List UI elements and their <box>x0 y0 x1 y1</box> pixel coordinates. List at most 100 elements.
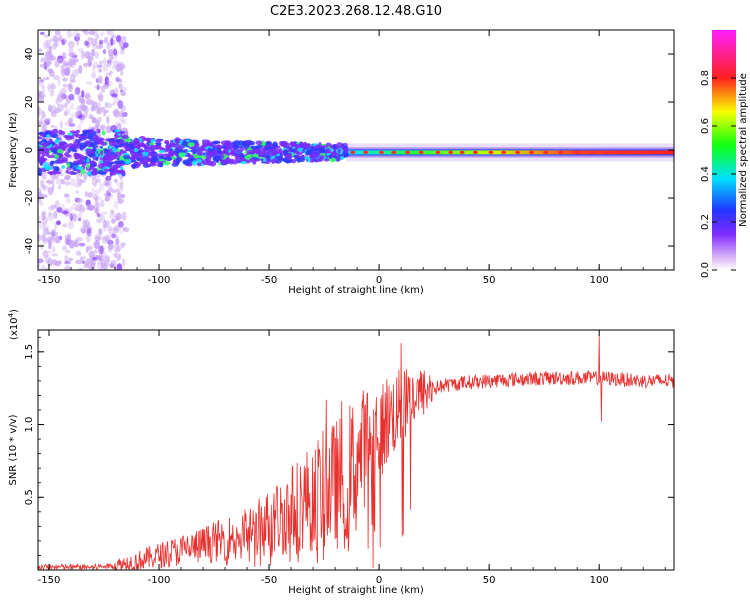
heatmap-point <box>316 147 325 152</box>
heatmap-point <box>98 39 104 45</box>
heatmap-point <box>333 155 338 159</box>
heatmap-point <box>49 180 54 185</box>
heatmap-point <box>309 152 317 157</box>
heatmap-point <box>43 34 49 38</box>
heatmap-point <box>173 147 180 154</box>
heatmap-point <box>74 111 80 117</box>
heatmap-point <box>65 169 70 174</box>
heatmap-point <box>199 155 207 160</box>
heatmap-point <box>99 31 105 36</box>
heatmap-point <box>67 132 73 137</box>
heatmap-point <box>47 104 52 112</box>
heatmap-point <box>64 181 71 186</box>
heatmap-point <box>54 30 61 36</box>
heatmap-point <box>212 141 221 144</box>
heatmap-point <box>74 182 78 189</box>
heatmap-point <box>86 228 92 237</box>
heatmap-point <box>158 158 165 162</box>
heatmap-point <box>89 267 94 270</box>
heatmap-point <box>78 204 85 214</box>
heatmap-point <box>45 67 52 72</box>
heatmap-point <box>57 178 62 186</box>
heatmap-point <box>339 155 345 161</box>
heatmap-point <box>42 250 49 259</box>
heatmap-point <box>51 128 59 135</box>
heatmap-point <box>85 246 89 253</box>
snr-marks <box>38 334 674 570</box>
heatmap-point <box>319 155 325 160</box>
heatmap-point <box>91 205 96 210</box>
heatmap-point <box>61 165 66 169</box>
heatmap-point <box>105 220 110 228</box>
heatmap-point <box>66 266 71 270</box>
heatmap-point <box>282 149 288 155</box>
heatmap-point <box>99 145 104 149</box>
colorbar-tick-label: 0.4 <box>700 166 711 182</box>
heatmap-point <box>99 172 107 175</box>
heatmap-point <box>40 31 45 36</box>
heatmap-point <box>172 143 181 148</box>
heatmap-point <box>54 143 59 148</box>
snr-ytick-label: 0.5 <box>24 489 35 505</box>
heatmap-point <box>72 203 78 211</box>
heatmap-point <box>98 93 104 103</box>
heatmap-point <box>57 260 63 265</box>
heatmap-point <box>42 209 47 216</box>
heatmap-ytick-label: 20 <box>24 96 35 109</box>
heatmap-point <box>62 102 68 108</box>
heatmap-point <box>543 150 549 154</box>
heatmap-tone-core <box>346 150 674 155</box>
heatmap-point <box>114 129 122 133</box>
heatmap-point <box>52 34 58 43</box>
heatmap-point <box>95 201 101 209</box>
heatmap-point <box>65 62 72 70</box>
heatmap-point <box>41 211 46 221</box>
heatmap-point <box>98 196 102 201</box>
heatmap-point <box>75 190 80 195</box>
heatmap-point <box>94 208 99 214</box>
heatmap-point <box>47 212 55 222</box>
heatmap-point <box>41 94 47 98</box>
heatmap-point <box>65 198 71 204</box>
heatmap-point <box>113 252 118 258</box>
heatmap-point <box>76 236 83 242</box>
heatmap-point <box>119 149 124 154</box>
heatmap-point <box>633 150 639 154</box>
heatmap-point <box>54 107 61 114</box>
heatmap-point <box>113 108 119 115</box>
heatmap-point <box>131 163 136 170</box>
heatmap-point <box>56 220 61 225</box>
heatmap-point <box>41 142 50 148</box>
heatmap-point <box>46 45 52 50</box>
heatmap-point <box>164 156 173 162</box>
heatmap-point <box>95 33 100 41</box>
heatmap-point <box>501 150 507 154</box>
heatmap-point <box>81 30 88 33</box>
heatmap-point <box>107 244 113 253</box>
heatmap-point <box>189 155 195 159</box>
heatmap-point <box>79 136 87 140</box>
snr-xtick-label: -150 <box>38 575 61 586</box>
heatmap-point <box>91 103 96 112</box>
heatmap-point <box>103 219 107 229</box>
heatmap-point <box>363 150 369 154</box>
heatmap-point <box>38 167 41 171</box>
heatmap-ytick-label: -20 <box>24 190 35 206</box>
heatmap-point <box>95 105 100 115</box>
heatmap-point <box>238 154 246 158</box>
heatmap-point <box>117 253 122 261</box>
heatmap-point <box>87 58 91 68</box>
heatmap-point <box>102 109 109 114</box>
heatmap-point <box>228 160 234 165</box>
heatmap-point <box>185 139 190 142</box>
heatmap-point <box>46 154 55 159</box>
heatmap-point <box>50 204 56 210</box>
heatmap-point <box>344 153 348 158</box>
colorbar-tick-label: 0.0 <box>700 262 711 278</box>
heatmap-point <box>337 148 341 154</box>
heatmap-point <box>202 140 206 145</box>
heatmap-point <box>120 86 128 93</box>
heatmap-ytick-label: 40 <box>24 48 35 61</box>
heatmap-point <box>44 254 51 264</box>
heatmap-point <box>73 89 81 96</box>
